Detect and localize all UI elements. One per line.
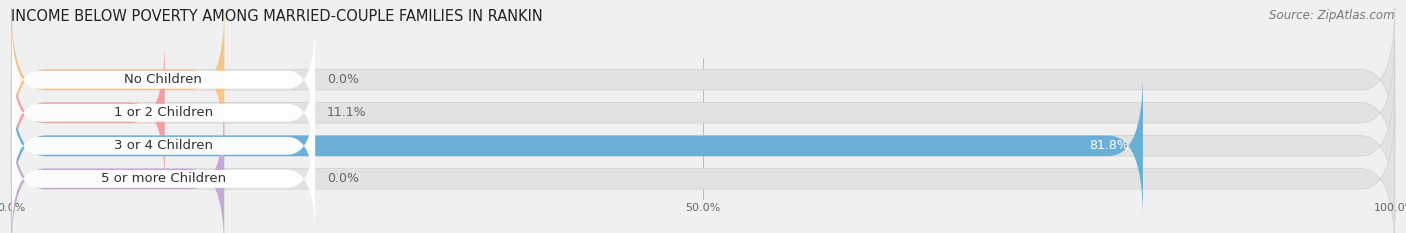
FancyBboxPatch shape (11, 56, 315, 170)
Text: No Children: No Children (125, 73, 202, 86)
Text: 11.1%: 11.1% (326, 106, 367, 119)
FancyBboxPatch shape (11, 7, 1395, 152)
FancyBboxPatch shape (11, 40, 1395, 185)
FancyBboxPatch shape (11, 73, 1143, 218)
FancyBboxPatch shape (11, 106, 225, 233)
Text: 0.0%: 0.0% (326, 172, 359, 185)
Text: 5 or more Children: 5 or more Children (101, 172, 226, 185)
Text: INCOME BELOW POVERTY AMONG MARRIED-COUPLE FAMILIES IN RANKIN: INCOME BELOW POVERTY AMONG MARRIED-COUPL… (11, 9, 543, 24)
FancyBboxPatch shape (11, 89, 315, 203)
Text: 1 or 2 Children: 1 or 2 Children (114, 106, 212, 119)
Text: Source: ZipAtlas.com: Source: ZipAtlas.com (1270, 9, 1395, 22)
Text: 81.8%: 81.8% (1090, 139, 1129, 152)
FancyBboxPatch shape (11, 73, 1395, 218)
Text: 3 or 4 Children: 3 or 4 Children (114, 139, 212, 152)
FancyBboxPatch shape (11, 23, 315, 137)
Text: 0.0%: 0.0% (326, 73, 359, 86)
FancyBboxPatch shape (11, 106, 1395, 233)
FancyBboxPatch shape (11, 122, 315, 233)
FancyBboxPatch shape (11, 7, 225, 152)
FancyBboxPatch shape (11, 40, 165, 185)
